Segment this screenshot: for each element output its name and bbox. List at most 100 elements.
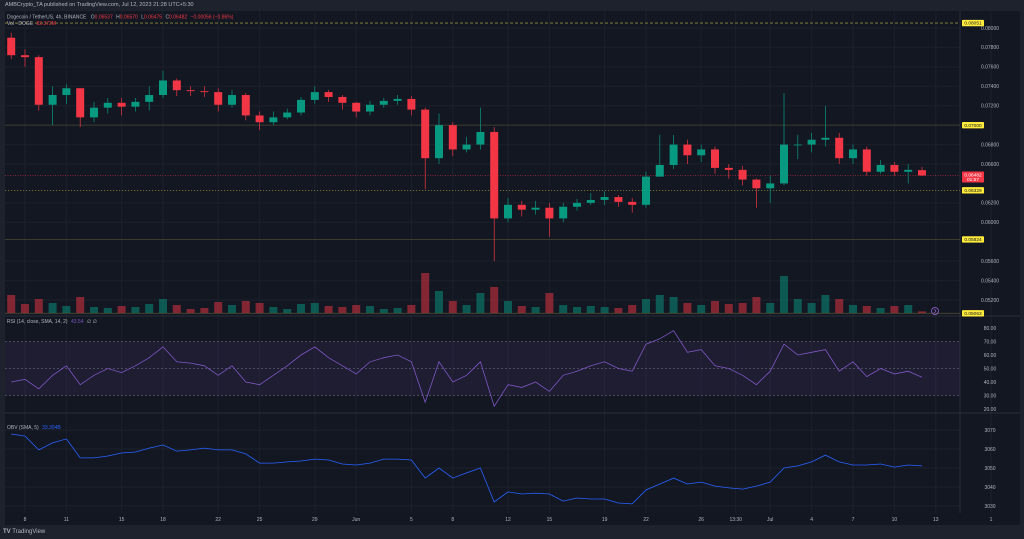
volume-bar (724, 304, 733, 313)
candle[interactable] (711, 149, 719, 168)
candle[interactable] (34, 57, 43, 105)
candle[interactable] (545, 207, 554, 219)
candle[interactable] (7, 37, 16, 56)
candle[interactable] (269, 117, 278, 123)
price-tick-label: 0.05600 (981, 259, 999, 265)
legend-obv[interactable]: OBV (SMA, 5) 33.304B (7, 425, 61, 431)
candle[interactable] (807, 139, 816, 145)
volume-bar (283, 309, 292, 313)
candle[interactable] (310, 92, 319, 100)
candle[interactable] (697, 149, 706, 156)
candle[interactable] (186, 90, 195, 92)
candle[interactable] (573, 202, 581, 207)
obv-tick-label: 3070 (984, 428, 995, 434)
volume-bar (835, 299, 844, 313)
candle[interactable] (490, 131, 499, 219)
candle[interactable] (504, 204, 512, 219)
time-tick-label: 1 (990, 517, 993, 523)
candle[interactable] (793, 144, 802, 146)
volume-bar (145, 304, 154, 313)
candle[interactable] (904, 169, 913, 172)
candle[interactable] (200, 91, 209, 93)
volume-bar (890, 306, 899, 313)
candle[interactable] (393, 98, 402, 101)
volume-bar (504, 301, 512, 313)
candle[interactable] (76, 88, 85, 118)
candle[interactable] (531, 207, 540, 210)
candle[interactable] (214, 92, 223, 105)
candle[interactable] (517, 204, 526, 210)
level-price-label: 0.07000 (964, 123, 982, 129)
candle[interactable] (559, 206, 568, 219)
candle[interactable] (628, 201, 637, 205)
alert-icon[interactable] (931, 307, 939, 315)
time-axis[interactable] (5, 513, 1020, 525)
candle[interactable] (614, 197, 623, 202)
candle[interactable] (228, 95, 236, 105)
candle[interactable] (435, 125, 443, 159)
candle[interactable] (752, 179, 761, 189)
volume-bar (76, 297, 85, 313)
candle[interactable] (876, 164, 885, 172)
candle[interactable] (683, 144, 692, 156)
candle[interactable] (159, 80, 167, 96)
candle[interactable] (283, 112, 292, 118)
candle[interactable] (297, 99, 305, 113)
rsi-tick-label: 70.00 (984, 339, 997, 345)
time-tick-label: 26 (698, 517, 704, 523)
candle[interactable] (849, 149, 857, 159)
volume-bar (186, 309, 195, 313)
tradingview-logo-icon: TV (3, 529, 11, 535)
candle[interactable] (90, 107, 98, 118)
candle[interactable] (407, 98, 416, 110)
candle[interactable] (780, 144, 788, 184)
volume-bar (379, 309, 388, 313)
legend-main[interactable]: Dogecoin / TetherUS, 4h, BINANCE O0.0653… (7, 15, 234, 21)
candle[interactable] (918, 170, 926, 176)
volume-bar (876, 308, 885, 313)
candle[interactable] (366, 104, 374, 112)
legend-rsi[interactable]: RSI (14, close, SMA, 14, 2) 43.54 ∅ ∅ (7, 319, 97, 325)
candle[interactable] (655, 164, 664, 177)
chart-canvas[interactable]: 8 11 15 18 22 25 29 Jun 5 8 12 15 19 22 26 13:30 Jul 4 7 10… (0, 11, 1024, 525)
candle[interactable] (338, 96, 347, 103)
candle[interactable] (103, 102, 112, 108)
legend-volume[interactable]: Vol · DOGE 82.372M (7, 21, 56, 27)
candle[interactable] (324, 92, 333, 97)
chart-background (5, 11, 1020, 525)
candle[interactable] (48, 95, 57, 105)
candle[interactable] (642, 176, 650, 205)
candle[interactable] (145, 95, 154, 102)
candle[interactable] (352, 102, 361, 112)
candle[interactable] (835, 137, 844, 159)
time-tick-label: 8 (24, 517, 27, 523)
candle[interactable] (448, 125, 457, 150)
candle[interactable] (255, 115, 264, 123)
candle[interactable] (62, 88, 71, 96)
candle[interactable] (600, 197, 609, 200)
candle[interactable] (476, 131, 485, 145)
current-price-label: 0.06482 (964, 172, 982, 178)
candle[interactable] (131, 101, 140, 107)
candle[interactable] (821, 137, 830, 140)
level-price-badge (962, 121, 984, 129)
volume-bar (752, 297, 761, 313)
candle[interactable] (21, 55, 29, 58)
candle[interactable] (241, 95, 250, 116)
candle[interactable] (379, 100, 388, 105)
volume-bar (200, 308, 209, 313)
candle[interactable] (462, 144, 471, 150)
candle[interactable] (421, 109, 430, 159)
rsi-extra: ∅ ∅ (87, 319, 97, 325)
candle[interactable] (669, 144, 678, 165)
candle[interactable] (586, 199, 595, 203)
candle[interactable] (117, 102, 126, 107)
candle[interactable] (766, 183, 775, 189)
volume-bar (117, 306, 126, 313)
candle[interactable] (172, 80, 181, 91)
candle[interactable] (724, 167, 733, 170)
candle[interactable] (862, 149, 871, 172)
candle[interactable] (890, 164, 899, 172)
candle[interactable] (738, 169, 747, 180)
time-tick-label: 29 (312, 517, 318, 523)
